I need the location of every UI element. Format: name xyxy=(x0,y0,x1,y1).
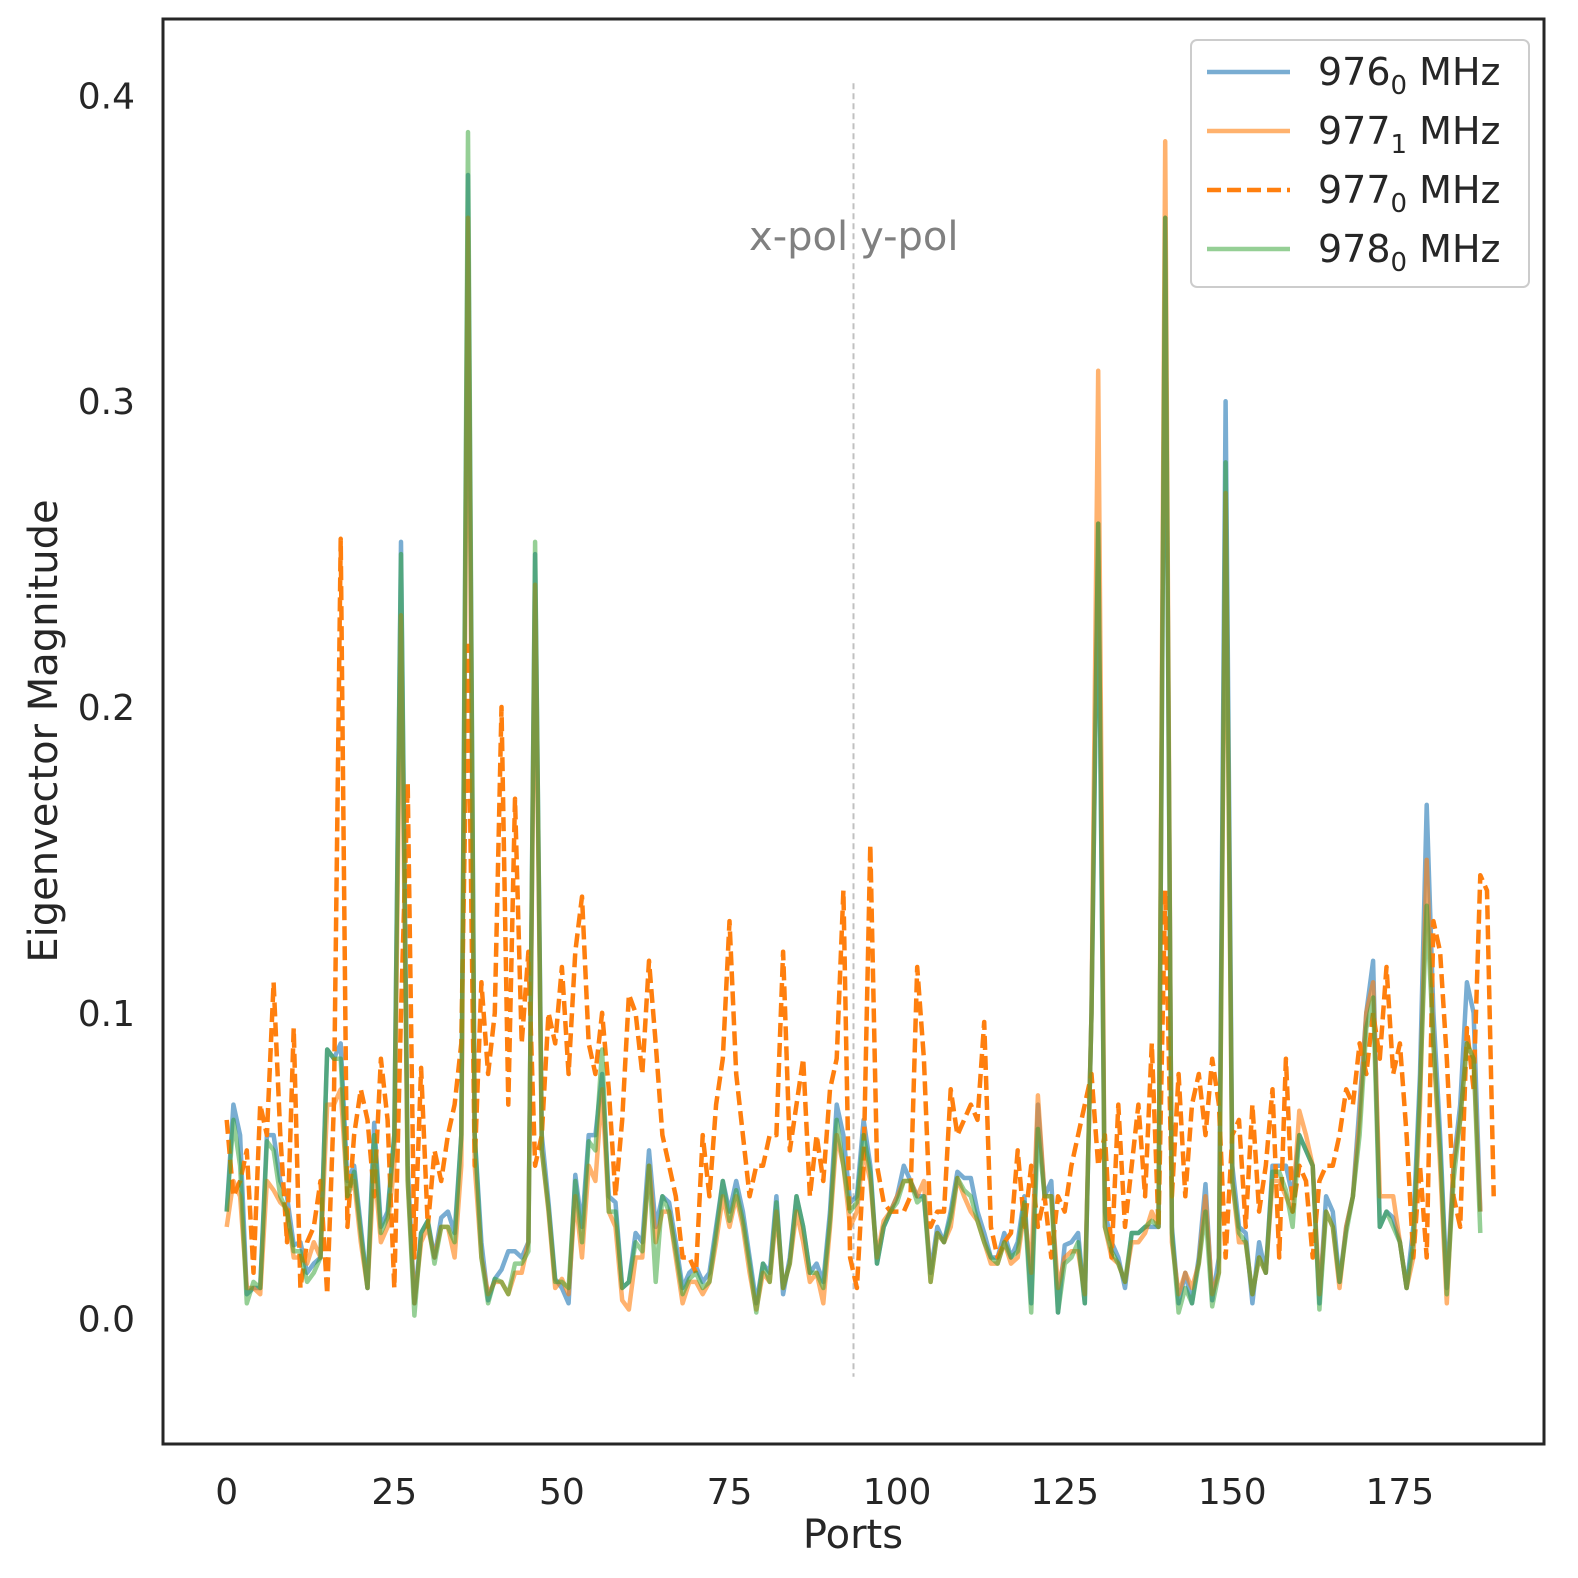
y-tick-label: 0.0 xyxy=(78,1300,135,1341)
legend-subscript: 0 xyxy=(1391,189,1408,219)
y-pol-label: y-pol xyxy=(860,214,958,260)
annotation-layer: x-pol y-pol xyxy=(749,214,958,260)
x-tick-label: 100 xyxy=(863,1472,932,1513)
series-line-2 xyxy=(224,536,1496,1297)
x-tick-label: 125 xyxy=(1030,1472,1099,1513)
legend-main: 978 xyxy=(1318,227,1391,271)
y-tick-label: 0.4 xyxy=(78,76,135,117)
x-tick-label: 175 xyxy=(1366,1472,1435,1513)
legend-main: 977 xyxy=(1318,168,1391,212)
x-tick-label: 25 xyxy=(371,1472,417,1513)
legend-unit: MHz xyxy=(1407,168,1500,212)
legend-entry: 9760 MHz xyxy=(1318,50,1500,101)
plot-frame xyxy=(161,17,1546,1446)
legend-entry: 9780 MHz xyxy=(1318,227,1500,278)
series-line-3 xyxy=(224,129,1483,1318)
series-layer xyxy=(224,129,1496,1318)
legend-subscript: 0 xyxy=(1391,248,1408,278)
legend-subscript: 0 xyxy=(1391,71,1408,101)
y-tick-label: 0.1 xyxy=(78,994,135,1035)
x-pol-label: x-pol xyxy=(749,214,848,260)
legend-main: 977 xyxy=(1318,109,1391,153)
legend-unit: MHz xyxy=(1407,50,1500,94)
legend-main: 976 xyxy=(1318,50,1391,94)
y-axis-title: Eigenvector Magnitude xyxy=(21,499,67,962)
y-axis-ticks: 0.0 0.1 0.2 0.3 0.4 xyxy=(78,76,135,1340)
legend-entry: 9771 MHz xyxy=(1318,109,1500,160)
x-axis-title: Ports xyxy=(803,1512,903,1558)
legend-subscript: 1 xyxy=(1391,130,1408,160)
x-tick-label: 150 xyxy=(1198,1472,1267,1513)
x-tick-label: 0 xyxy=(215,1472,238,1513)
x-tick-label: 75 xyxy=(707,1472,753,1513)
legend-unit: MHz xyxy=(1407,109,1500,153)
x-axis-ticks: 0 25 50 75 100 125 150 175 xyxy=(215,1472,1434,1513)
legend-box xyxy=(1190,39,1530,288)
y-tick-label: 0.2 xyxy=(78,688,135,729)
legend-entry: 9770 MHz xyxy=(1318,168,1500,219)
x-tick-label: 50 xyxy=(539,1472,585,1513)
legend-unit: MHz xyxy=(1407,227,1500,271)
y-tick-label: 0.3 xyxy=(78,382,135,423)
